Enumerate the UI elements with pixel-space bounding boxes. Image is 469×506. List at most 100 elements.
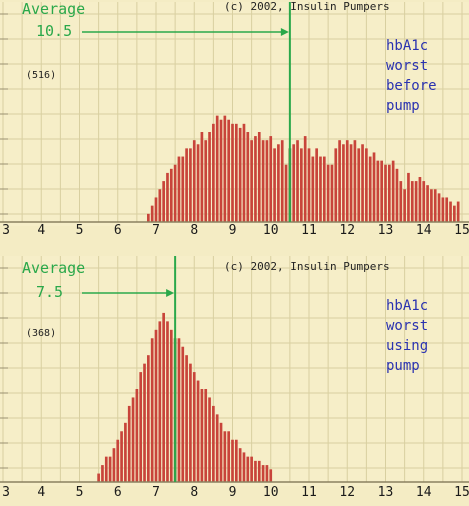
average-label: Average — [22, 259, 85, 277]
histogram-bar — [277, 144, 280, 222]
histogram-bar — [97, 473, 100, 482]
histogram-bar — [185, 355, 188, 482]
histogram-bar — [273, 148, 276, 222]
histogram-panel-1: Average 10.5 (c) 2002, Insulin Pumpers (516… — [0, 0, 469, 238]
histogram-bar — [403, 189, 406, 222]
histogram-bar — [192, 140, 196, 222]
histogram-bar — [215, 115, 219, 222]
histogram-bar — [365, 148, 368, 222]
histogram-bar — [296, 140, 299, 222]
x-tick-label: 6 — [114, 485, 122, 500]
x-tick-label: 5 — [76, 223, 84, 238]
histogram-bar — [169, 329, 173, 482]
x-tick-label: 4 — [37, 223, 45, 238]
histogram-bar — [212, 123, 215, 222]
histogram-bar — [238, 127, 242, 222]
histogram-bar — [219, 422, 223, 482]
histogram-bar — [116, 439, 120, 482]
plot-background — [0, 256, 469, 486]
histogram-bar — [357, 148, 361, 222]
histogram-bar — [234, 123, 238, 222]
x-tick-label: 7 — [152, 485, 160, 500]
x-tick-label: 13 — [378, 223, 394, 238]
histogram-bar — [257, 132, 261, 222]
x-tick-label: 11 — [301, 223, 317, 238]
histogram-bar — [227, 119, 231, 222]
annotation-line: hbA1c — [386, 298, 428, 314]
histogram-bar — [449, 201, 452, 222]
histogram-bar — [361, 144, 364, 222]
histogram-bar — [342, 144, 345, 222]
x-tick-label: 9 — [229, 485, 237, 500]
histogram-bar — [422, 181, 426, 222]
histogram-bar — [227, 431, 231, 482]
histogram-bar — [418, 177, 422, 222]
histogram-bar — [242, 452, 246, 482]
histogram-bar — [173, 164, 177, 222]
histogram-bar — [345, 140, 349, 222]
histogram-bar — [204, 140, 208, 222]
histogram-bar — [162, 312, 165, 482]
copyright-text: (c) 2002, Insulin Pumpers — [224, 0, 390, 13]
histogram-bar — [196, 380, 200, 482]
histogram-bar — [219, 119, 223, 222]
x-tick-label: 15 — [454, 223, 469, 238]
histogram-bar — [441, 197, 445, 222]
histogram-bar — [101, 465, 104, 482]
histogram-bar — [326, 164, 330, 222]
histogram-bar — [200, 132, 204, 222]
histogram-bar — [135, 389, 139, 482]
histogram-bar — [250, 140, 253, 222]
histogram-bar — [254, 136, 257, 222]
histogram-bar — [399, 181, 403, 222]
x-tick-label: 11 — [301, 485, 317, 500]
histogram-bar — [254, 460, 257, 482]
histogram-bar — [223, 115, 227, 222]
histogram-bar — [410, 181, 414, 222]
annotation-line: worst — [386, 58, 428, 74]
average-value: 10.5 — [36, 22, 72, 40]
histogram-bar — [376, 160, 380, 222]
histogram-bar — [212, 405, 215, 482]
sample-count: (368) — [26, 328, 56, 339]
histogram-bar — [150, 338, 154, 482]
x-tick-label: 10 — [263, 485, 279, 500]
sample-count: (516) — [26, 70, 56, 81]
histogram-bar — [124, 422, 127, 482]
x-tick-label: 14 — [416, 223, 432, 238]
histogram-bar — [257, 460, 261, 482]
histogram-bar — [338, 140, 341, 222]
x-tick-label: 5 — [76, 485, 84, 500]
histogram-bar — [445, 197, 449, 222]
histogram-bar — [104, 456, 108, 482]
histogram-bar — [196, 144, 200, 222]
histogram-bar — [246, 132, 250, 222]
x-tick-label: 8 — [190, 223, 198, 238]
histogram-bar — [284, 164, 288, 222]
average-label: Average — [22, 0, 85, 18]
x-tick-label: 10 — [263, 223, 279, 238]
histogram-bar — [112, 448, 116, 482]
histogram-bar — [292, 144, 296, 222]
histogram-bar — [372, 152, 376, 222]
x-tick-label: 9 — [229, 223, 237, 238]
annotation-line: before — [386, 78, 437, 94]
x-tick-label: 12 — [339, 485, 355, 500]
x-tick-label: 15 — [454, 485, 469, 500]
histogram-bar — [315, 148, 318, 222]
x-tick-label: 3 — [2, 223, 10, 238]
histogram-bar — [368, 156, 372, 222]
annotation-line: pump — [386, 98, 420, 114]
histogram-bar — [120, 431, 123, 482]
average-value: 7.5 — [36, 283, 63, 301]
histogram-bar — [166, 172, 169, 222]
histogram-bar — [150, 205, 154, 222]
histogram-bar — [192, 372, 196, 482]
histogram-bar — [177, 156, 181, 222]
histogram-bar — [391, 160, 395, 222]
histogram-bar — [189, 363, 192, 482]
histogram-bar — [162, 181, 165, 222]
histogram-bar — [437, 193, 441, 222]
x-tick-label: 12 — [339, 223, 355, 238]
